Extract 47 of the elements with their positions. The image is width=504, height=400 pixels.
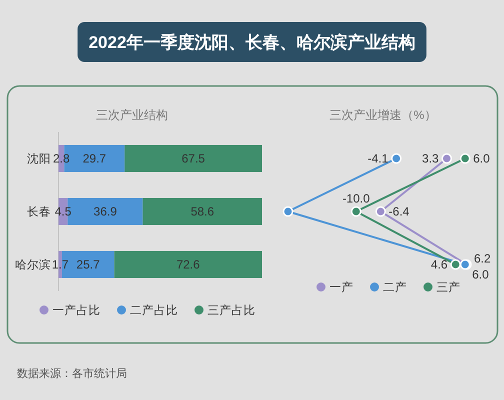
legend-item: 一产占比: [40, 305, 100, 317]
legend-item: 三产占比: [194, 305, 256, 317]
point: [350, 206, 362, 217]
bar: [124, 144, 262, 172]
data-label: 2.8: [53, 152, 70, 166]
chart-subtitle: 三次产业结构: [96, 108, 168, 122]
point: [282, 206, 294, 217]
point: [375, 206, 386, 217]
data-label: -4.1: [368, 152, 389, 166]
legend-item: 一产: [316, 282, 354, 294]
point: [391, 153, 402, 164]
data-label: 58.6: [190, 204, 214, 219]
data-label: 25.7: [76, 258, 100, 272]
data-label: -10.0: [342, 192, 370, 206]
legend-label: 三产占比: [208, 303, 256, 317]
data-label: 1.7: [52, 258, 69, 272]
bar: [114, 250, 262, 278]
legend-label: 二产: [383, 280, 407, 294]
chart-title: 三次产业增速（%）: [330, 108, 436, 122]
legend-item: 二产占比: [117, 305, 178, 317]
data-label: -6.4: [388, 204, 410, 218]
legend-item: 三产: [424, 282, 460, 294]
data-label: 72.6: [176, 258, 200, 272]
bar: [142, 198, 262, 226]
title: 2022年一季度沈阳、长春、哈尔滨产业结构: [78, 22, 426, 62]
y-tick-label: 哈尔滨: [15, 258, 51, 272]
data-label: 6.2: [474, 252, 492, 266]
y-tick-label: 长春: [27, 206, 51, 218]
y-tick-label: 沈阳: [27, 152, 51, 166]
point: [450, 259, 461, 270]
data-label: 6.0: [472, 268, 490, 282]
legend-item: 二产: [370, 282, 407, 294]
chart-title: 2022年一季度沈阳、长春、哈尔滨产业结构: [88, 33, 416, 52]
data-label: 67.5: [182, 152, 206, 166]
legend-label: 一产占比: [52, 303, 100, 317]
point: [441, 153, 452, 164]
data-label: 4.6: [430, 258, 448, 272]
data-label: 36.9: [94, 204, 118, 219]
source-note: 数据来源：各市统计局: [17, 367, 127, 380]
legend-label: 一产: [330, 280, 354, 294]
data-label: 4.5: [54, 204, 72, 219]
legend-label: 三产: [436, 280, 460, 294]
data-label: 3.3: [422, 152, 440, 166]
data-label: 6.0: [473, 152, 490, 166]
legend-label: 二产占比: [130, 303, 178, 317]
point: [460, 153, 470, 164]
data-label: 29.7: [82, 152, 106, 166]
